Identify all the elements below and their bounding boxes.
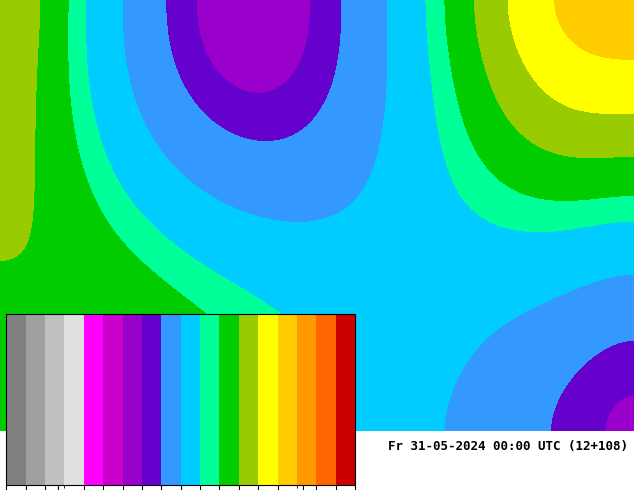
Text: Fr 31-05-2024 00:00 UTC (12+108): Fr 31-05-2024 00:00 UTC (12+108) bbox=[387, 440, 628, 453]
Text: Height/Temp. 850 hPa [gdmp][°C] ECMWF: Height/Temp. 850 hPa [gdmp][°C] ECMWF bbox=[6, 440, 284, 453]
